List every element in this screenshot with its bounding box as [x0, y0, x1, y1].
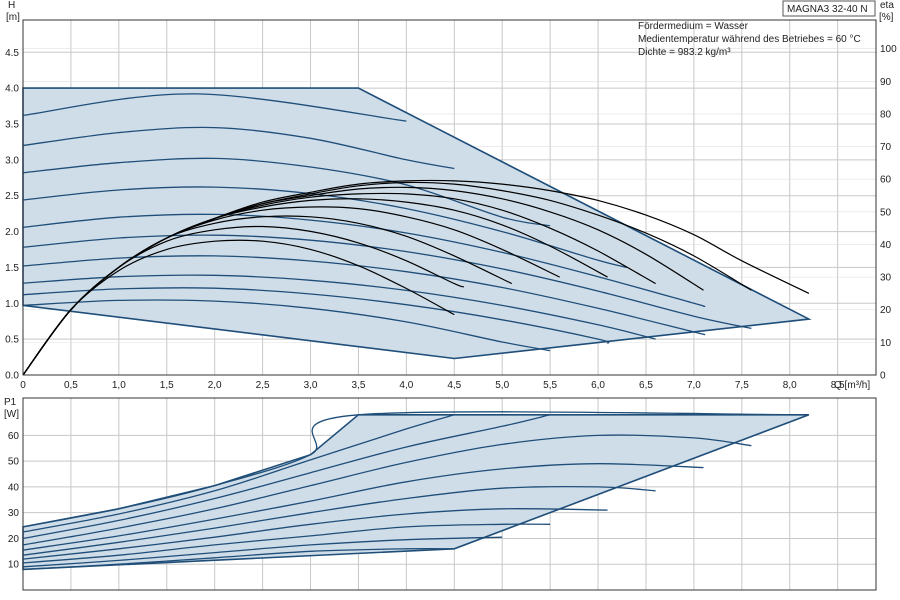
- power-tick-label-4: 50: [8, 457, 20, 468]
- head-axis-unit: [m]: [6, 12, 20, 23]
- efficiency-curves: [22, 179, 810, 376]
- x-tick-label-3: 1,5: [160, 380, 174, 391]
- head-curve-9: [22, 287, 610, 344]
- head-operating-area: [22, 87, 812, 360]
- power-curve-2: [22, 414, 455, 533]
- density-annotation: Dichte = 983.2 kg/m³: [638, 47, 731, 58]
- x-tick-label-14: 7,0: [687, 380, 701, 391]
- chart-title: MAGNA3 32-40 N: [787, 4, 868, 15]
- head-curves: [22, 93, 752, 352]
- efficiency-tick-label-7: 70: [880, 142, 892, 153]
- efficiency-tick-label-6: 60: [880, 175, 892, 186]
- power-tick-label-3: 40: [8, 482, 20, 493]
- power-tick-label-1: 20: [8, 534, 20, 545]
- x-tick-label-7: 3,5: [351, 380, 365, 391]
- efficiency-axis-unit: [%]: [879, 12, 894, 23]
- head-curve-8: [22, 274, 656, 340]
- x-tick-label-9: 4,5: [447, 380, 461, 391]
- efficiency-tick-label-2: 20: [880, 305, 892, 316]
- head-curve-3: [22, 157, 551, 227]
- x-tick-label-6: 3,0: [304, 380, 318, 391]
- x-tick-label-11: 5,5: [543, 380, 557, 391]
- head-curve-10: [22, 299, 551, 352]
- efficiency-curve-8: [22, 225, 465, 376]
- power-axis-label: P1: [4, 397, 17, 408]
- power-curve-4: [22, 434, 752, 546]
- x-tick-label-17: 8,5: [831, 380, 845, 391]
- efficiency-tick-label-1: 10: [880, 338, 892, 349]
- model-label-box: [782, 0, 876, 17]
- x-tick-label-2: 1,0: [112, 380, 126, 391]
- power-tick-label-0: 10: [8, 560, 20, 571]
- flow-axis-label: Q [m³/h]: [834, 380, 870, 391]
- x-tick-label-8: 4,0: [399, 380, 413, 391]
- head-tick-label-2: 1.0: [5, 299, 19, 310]
- power-curve-3: [22, 414, 551, 540]
- efficiency-tick-label-9: 90: [880, 77, 892, 88]
- efficiency-tick-label-4: 40: [880, 240, 892, 251]
- power-tick-label-2: 30: [8, 508, 20, 519]
- head-tick-label-0: 0.0: [5, 371, 19, 382]
- power-axis-ticks: 10 20 30 40 50 60: [8, 431, 20, 571]
- head-tick-label-4: 2.0: [5, 227, 19, 238]
- power-curve-1: [22, 411, 809, 528]
- head-curve-2: [22, 126, 455, 170]
- power-tick-label-5: 60: [8, 431, 20, 442]
- efficiency-tick-label-10: 100: [880, 44, 897, 55]
- head-tick-label-7: 3.5: [5, 119, 19, 130]
- head-axis-label: H: [8, 0, 15, 11]
- x-tick-label-10: 5,0: [495, 380, 509, 391]
- power-curve-6: [22, 485, 656, 556]
- x-tick-label-5: 2,5: [256, 380, 270, 391]
- efficiency-tick-label-5: 50: [880, 207, 892, 218]
- x-tick-label-0: 0: [20, 380, 26, 391]
- head-tick-label-3: 1.5: [5, 263, 19, 274]
- power-curve-5: [22, 463, 704, 551]
- x-tick-label-12: 6,0: [591, 380, 605, 391]
- head-tick-label-6: 3.0: [5, 155, 19, 166]
- head-tick-label-5: 2.5: [5, 191, 19, 202]
- efficiency-tick-label-3: 30: [880, 273, 892, 284]
- medium-annotation: Fördermedium = Wasser: [638, 21, 749, 32]
- power-curves: [22, 411, 809, 571]
- head-curve-5: [22, 213, 706, 308]
- head-tick-label-8: 4.0: [5, 84, 19, 95]
- head-curve-6: [22, 234, 752, 330]
- head-plot-frame: [22, 19, 877, 376]
- efficiency-axis-label: eta: [880, 0, 894, 11]
- head-axis-ticks: 0 0,5 1,0 1,5 2,0 2,5 3,0 3,5 4,0 4,5 5,0 5,5 6,0 6,5…: [5, 44, 897, 391]
- power-curve-8: [22, 523, 551, 564]
- power-curve-10: [22, 547, 455, 571]
- x-tick-label-4: 2,0: [208, 380, 222, 391]
- x-tick-label-15: 7,5: [735, 380, 749, 391]
- x-tick-label-13: 6,5: [639, 380, 653, 391]
- efficiency-curve-9: [22, 239, 455, 376]
- efficiency-tick-label-8: 80: [880, 109, 892, 120]
- power-curve-7: [22, 508, 608, 560]
- power-curve-9: [22, 536, 503, 568]
- head-area-polygon: [22, 87, 812, 360]
- x-tick-label-16: 8,0: [783, 380, 797, 391]
- power-plot-frame: [22, 397, 877, 591]
- x-tick-label-1: 0,5: [64, 380, 78, 391]
- power-axis-unit: [W]: [4, 409, 19, 420]
- head-tick-label-1: 0.5: [5, 335, 19, 346]
- temperature-annotation: Medientemperatur während des Betriebes =…: [638, 34, 861, 45]
- head-tick-label-9: 4.5: [5, 48, 19, 59]
- efficiency-tick-label-0: 0: [880, 371, 886, 382]
- head-curve-1: [22, 93, 407, 122]
